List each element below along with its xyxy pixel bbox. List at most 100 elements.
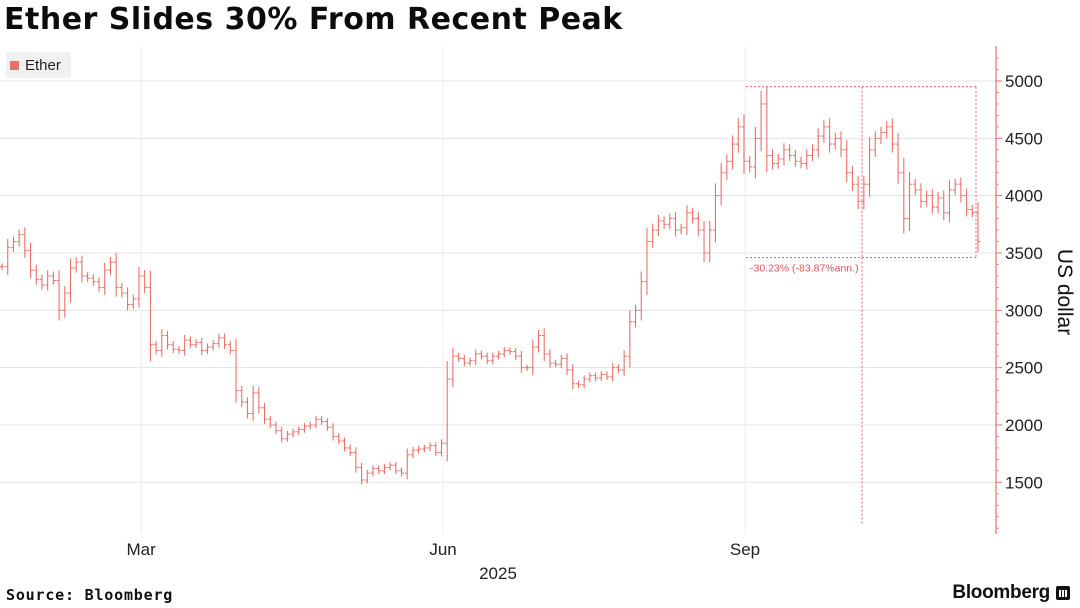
price-bar	[427, 442, 433, 452]
price-bar	[130, 294, 136, 309]
price-bar	[96, 277, 102, 292]
price-bar	[176, 346, 182, 354]
price-bar	[558, 354, 564, 369]
price-bar	[273, 421, 279, 434]
x-year-label: 2025	[479, 564, 517, 580]
price-bar	[165, 330, 171, 350]
price-bar	[107, 256, 113, 276]
price-bar	[193, 339, 199, 348]
price-bar	[490, 352, 496, 365]
price-bar	[867, 137, 873, 197]
price-bar	[444, 361, 450, 462]
y-axis: 1500 2000 2500 3000 3500 4000 4500 5000 US dolla…	[995, 46, 1076, 534]
price-bar	[302, 422, 308, 433]
price-bar	[473, 349, 479, 365]
price-chart: -30.23% (-83.87%ann.) 1500 2000 2500 3000 35…	[0, 46, 1076, 580]
price-bar	[695, 212, 701, 237]
price-bar	[621, 350, 627, 376]
price-bar	[387, 461, 393, 471]
price-bar	[484, 352, 490, 365]
price-bar	[929, 189, 935, 214]
x-axis: Mar Jun Sep 2025	[126, 540, 760, 580]
y-axis-title: US dollar	[1053, 249, 1076, 335]
price-bar	[541, 328, 547, 361]
price-bar	[336, 433, 342, 445]
price-bar	[524, 364, 530, 371]
price-bar	[262, 402, 268, 425]
price-bar	[684, 205, 690, 236]
price-bar	[781, 143, 787, 166]
price-bar	[45, 270, 51, 291]
price-bar	[513, 347, 519, 360]
price-bar	[935, 191, 941, 214]
price-bar	[798, 156, 804, 169]
price-bar	[22, 227, 28, 259]
price-bar	[924, 190, 930, 207]
price-bar	[28, 242, 34, 279]
price-bar	[370, 465, 376, 477]
price-bar	[222, 333, 228, 350]
price-bar	[187, 336, 193, 349]
price-bar	[410, 446, 416, 459]
price-bar	[661, 216, 667, 229]
price-bar	[815, 128, 821, 158]
price-bar	[199, 337, 205, 355]
price-bar	[718, 163, 724, 206]
chart-title: Ether Slides 30% From Recent Peak	[4, 2, 623, 37]
brand-logo: Bloomberg	[952, 582, 1070, 604]
price-bar	[530, 339, 536, 376]
price-bar	[10, 236, 16, 253]
price-bar	[507, 347, 513, 355]
source-note: Source: Bloomberg	[6, 586, 174, 604]
price-bar	[764, 87, 770, 173]
price-bar	[244, 397, 250, 419]
price-bar	[267, 415, 273, 429]
price-bar	[650, 223, 656, 248]
price-bar	[678, 223, 684, 235]
price-bar	[284, 430, 290, 442]
price-bar	[204, 343, 210, 354]
price-bar	[5, 239, 11, 275]
price-bar	[741, 114, 747, 174]
price-bar	[861, 176, 867, 210]
price-bar	[73, 257, 79, 273]
price-bar	[849, 165, 855, 191]
price-bar	[85, 272, 91, 282]
price-bar	[416, 445, 422, 454]
price-bar	[404, 448, 410, 480]
price-bar	[536, 330, 542, 353]
price-bar	[627, 310, 633, 368]
legend-label-ether: Ether	[25, 56, 61, 74]
price-bar	[946, 180, 952, 223]
price-bar	[324, 418, 330, 431]
ether-price-bars	[0, 87, 981, 485]
price-bar	[496, 350, 502, 360]
brand-name: Bloomberg	[952, 582, 1050, 603]
y-tick-label-3500: 3500	[1005, 244, 1043, 263]
price-bar	[56, 270, 62, 321]
price-bar	[147, 270, 153, 362]
price-bar	[907, 171, 913, 231]
price-bar	[587, 372, 593, 383]
x-tick-label-Jun: Jun	[429, 540, 456, 559]
y-tick-label-4500: 4500	[1005, 129, 1043, 148]
price-bar	[359, 462, 365, 485]
price-bar	[347, 444, 353, 456]
price-bar	[102, 262, 108, 295]
price-bar	[125, 287, 131, 311]
price-bar	[827, 118, 833, 153]
price-bar	[393, 461, 399, 475]
price-bar	[581, 375, 587, 389]
price-bar	[142, 270, 148, 294]
price-bar	[296, 426, 302, 436]
price-bar	[809, 144, 815, 162]
price-bar	[279, 426, 285, 443]
legend-swatch-ether	[10, 60, 19, 70]
drawdown-annotation: -30.23% (-83.87%ann.)	[746, 86, 977, 524]
price-bar	[553, 359, 559, 368]
price-bar	[844, 140, 850, 183]
price-bar	[752, 126, 758, 179]
x-tick-label-Sep: Sep	[730, 540, 760, 559]
price-bar	[564, 353, 570, 376]
price-bar	[615, 364, 621, 374]
